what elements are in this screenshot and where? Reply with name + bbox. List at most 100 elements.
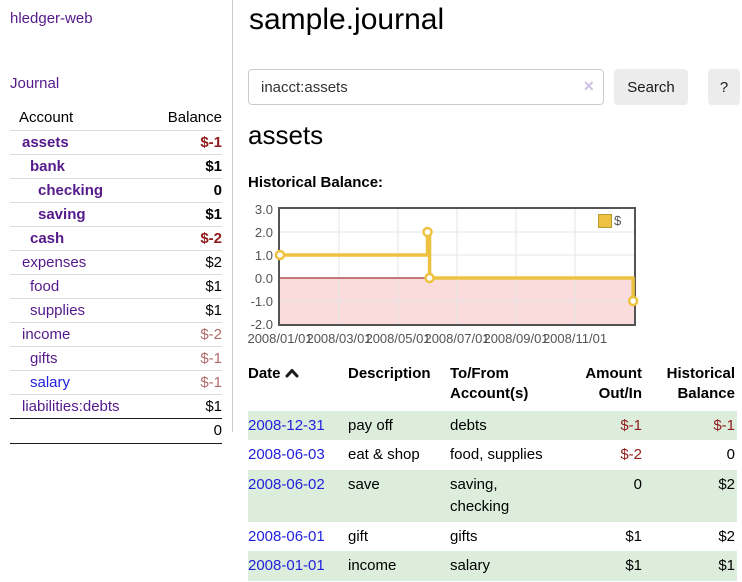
account-link[interactable]: supplies (10, 298, 145, 323)
transaction-amount: $1 (625, 557, 642, 575)
search-bar: × Search ? (248, 69, 740, 105)
account-balance: $1 (144, 394, 222, 419)
sort-ascending-icon (285, 369, 299, 378)
account-link[interactable]: bank (10, 154, 145, 179)
register-header-amount: Amount Out/In (585, 365, 642, 403)
account-link[interactable]: income (10, 322, 145, 347)
accounts-total-row: 0 (10, 418, 222, 444)
transaction-balance: $2 (718, 476, 735, 493)
transaction-balance: $-1 (713, 416, 735, 434)
register-header-date[interactable]: Date (248, 362, 348, 411)
transaction-row: 2008-12-31 pay off debts $-1 $-1 (248, 410, 737, 441)
account-row: liabilities:debts $1 (10, 394, 222, 419)
app-brand-link[interactable]: hledger-web (10, 10, 93, 27)
transaction-description: income (348, 557, 397, 575)
transaction-date-link[interactable]: 2008-12-31 (248, 416, 325, 434)
account-row: checking 0 (10, 178, 222, 203)
account-balance: $-1 (144, 370, 222, 395)
y-axis-tick-label: 0.0 (254, 271, 273, 286)
account-row: gifts $-1 (10, 346, 222, 371)
account-row: food $1 (10, 274, 222, 299)
y-axis-tick-label: 2.0 (254, 225, 273, 240)
transaction-amount: $-1 (620, 416, 642, 434)
register-table: Date Description To/From Account(s) Amou… (248, 362, 737, 581)
account-link[interactable]: saving (10, 202, 145, 227)
x-axis-tick-label: 2008/05/01 (365, 331, 431, 346)
chart-canvas (274, 209, 639, 324)
transaction-description: pay off (348, 416, 393, 434)
transaction-description: eat & shop (348, 446, 420, 464)
account-row: cash $-2 (10, 226, 222, 251)
account-row: assets $-1 (10, 130, 222, 155)
account-link[interactable]: checking (10, 178, 145, 203)
transaction-balance: $2 (718, 527, 735, 545)
y-axis-tick-label: 1.0 (254, 248, 273, 263)
account-balance: 0 (144, 178, 222, 203)
transaction-accounts: debts (450, 416, 487, 434)
register-header-row: Date Description To/From Account(s) Amou… (248, 362, 737, 411)
y-axis-tick-label: -2.0 (250, 317, 273, 332)
account-row: saving $1 (10, 202, 222, 227)
historical-balance-chart: 3.0 2.0 1.0 0.0 -1.0 -2.0 $ 2008/01/01 2008/03… (241, 200, 711, 358)
transaction-balance: 0 (726, 446, 735, 464)
transaction-date-link[interactable]: 2008-06-03 (248, 446, 325, 464)
y-axis-tick-label: -1.0 (250, 294, 273, 309)
transaction-accounts: saving, checking (450, 476, 510, 515)
transaction-accounts: gifts (450, 527, 478, 545)
transaction-date-link[interactable]: 2008-01-01 (248, 557, 325, 575)
account-balance: $-1 (144, 130, 222, 155)
clear-search-icon[interactable]: × (583, 76, 594, 96)
account-balance: $-1 (144, 346, 222, 371)
accounts-header-row: Account Balance (10, 106, 222, 131)
sidebar: hledger-web Journal Account Balance asse… (0, 0, 233, 444)
legend-swatch-icon (598, 213, 612, 228)
account-link[interactable]: food (10, 274, 145, 299)
chart-legend: $ (598, 213, 621, 228)
transaction-date-link[interactable]: 2008-06-02 (248, 476, 325, 493)
account-balance: $1 (144, 298, 222, 323)
account-row: income $-2 (10, 322, 222, 347)
historical-balance-label: Historical Balance: (248, 174, 384, 191)
transaction-balance: $1 (718, 557, 735, 575)
legend-label: $ (614, 213, 622, 228)
account-balance: $1 (144, 154, 222, 179)
account-link[interactable]: salary (10, 370, 145, 395)
transaction-accounts: food, supplies (450, 446, 543, 464)
accounts-total-value: 0 (144, 418, 222, 444)
transaction-row: 2008-06-03 eat & shop food, supplies $-2… (248, 440, 737, 470)
account-row: expenses $2 (10, 250, 222, 275)
account-link[interactable]: liabilities:debts (10, 394, 145, 419)
x-axis-tick-label: 2008/11/01 (542, 331, 608, 346)
account-link[interactable]: expenses (10, 250, 145, 275)
register-header-description: Description (348, 365, 431, 382)
sidebar-item-journal[interactable]: Journal (10, 75, 60, 92)
accounts-table: Account Balance assets $-1 bank $1 check… (10, 106, 222, 444)
account-link[interactable]: assets (10, 130, 145, 155)
search-button[interactable]: Search (614, 69, 688, 105)
account-balance: $1 (144, 274, 222, 299)
transaction-accounts: salary (450, 557, 491, 575)
page-title: sample.journal (249, 3, 445, 36)
chart-plot-area[interactable] (274, 207, 639, 326)
transaction-amount: 0 (633, 476, 642, 493)
transaction-description: gift (348, 527, 369, 545)
register-header-balance: Historical Balance (666, 365, 735, 403)
x-axis-tick-label: 2008/01/01 (247, 331, 313, 346)
account-link[interactable]: cash (10, 226, 145, 251)
account-row: bank $1 (10, 154, 222, 179)
x-axis-tick-label: 2008/03/01 (306, 331, 372, 346)
accounts-header-account: Account (19, 109, 74, 126)
account-row: salary $-1 (10, 370, 222, 395)
y-axis-tick-label: 3.0 (254, 202, 273, 217)
account-link[interactable]: gifts (10, 346, 145, 371)
x-axis-tick-label: 2008/07/01 (424, 331, 490, 346)
accounts-header-balance: Balance (167, 109, 222, 126)
search-input[interactable] (248, 69, 604, 105)
account-balance: $2 (144, 250, 222, 275)
account-balance: $1 (144, 202, 222, 227)
transaction-amount: $1 (625, 527, 642, 545)
transaction-amount: $-2 (620, 446, 642, 464)
help-button[interactable]: ? (708, 69, 740, 105)
account-row: supplies $1 (10, 298, 222, 323)
transaction-date-link[interactable]: 2008-06-01 (248, 527, 325, 545)
